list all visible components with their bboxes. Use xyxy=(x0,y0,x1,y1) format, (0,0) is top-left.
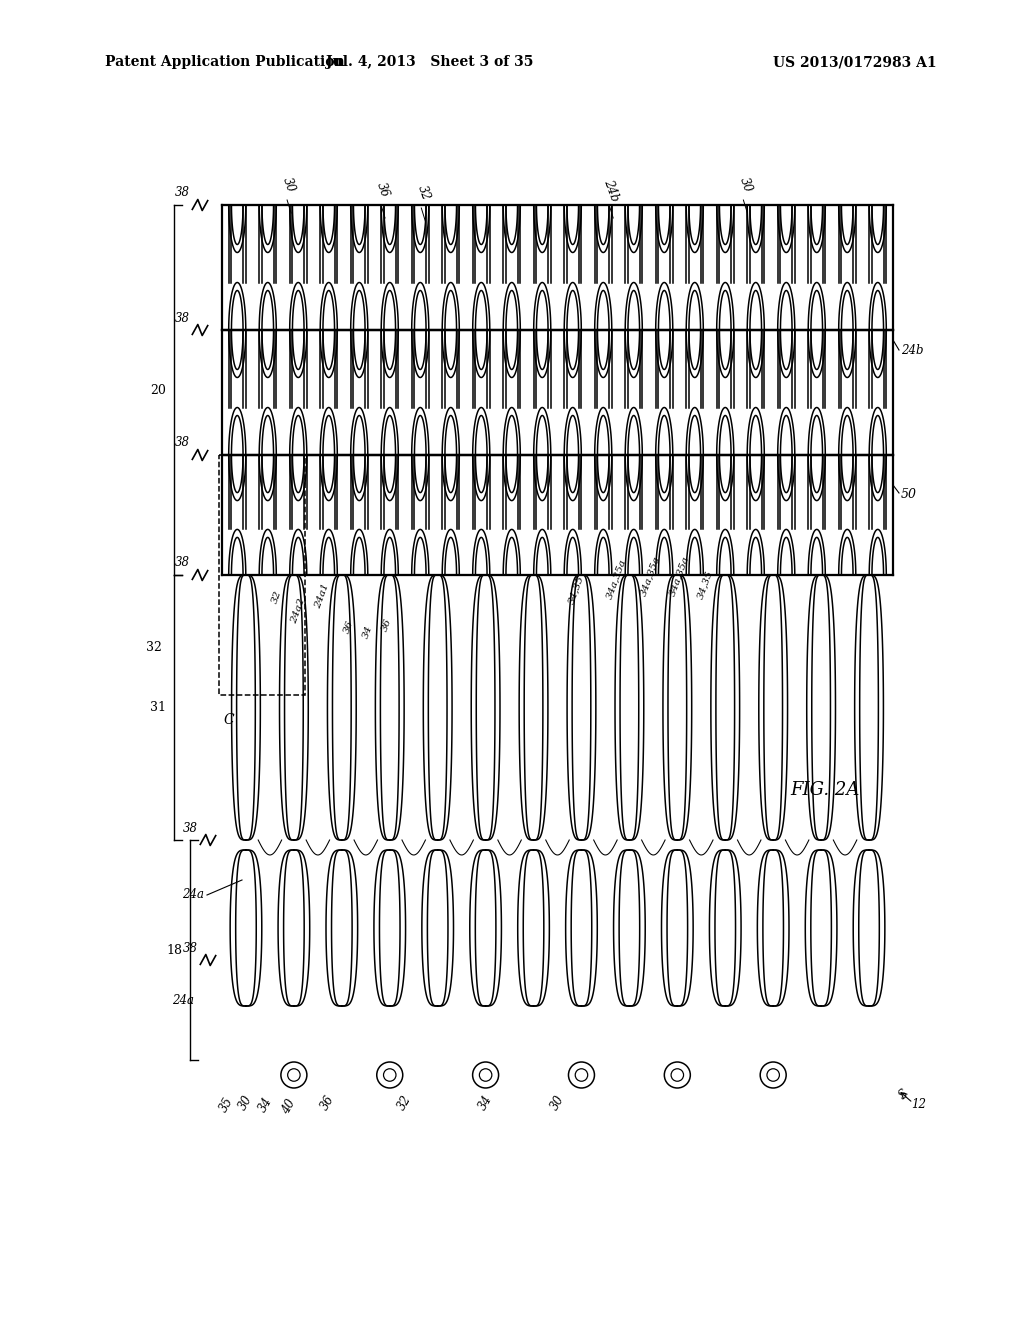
Text: S: S xyxy=(896,1088,910,1102)
Text: 12: 12 xyxy=(911,1098,926,1111)
Text: 38: 38 xyxy=(174,186,189,199)
Text: FIG. 2A: FIG. 2A xyxy=(790,781,859,799)
Text: 20: 20 xyxy=(151,384,166,396)
Text: US 2013/0172983 A1: US 2013/0172983 A1 xyxy=(773,55,937,69)
Text: 24b: 24b xyxy=(601,177,622,203)
Text: Jul. 4, 2013   Sheet 3 of 35: Jul. 4, 2013 Sheet 3 of 35 xyxy=(327,55,534,69)
Text: 34: 34 xyxy=(476,1093,495,1113)
Text: 32: 32 xyxy=(146,642,162,653)
Text: 38: 38 xyxy=(174,437,189,450)
Text: 50: 50 xyxy=(901,488,918,502)
Bar xyxy=(219,455,305,696)
Text: 38: 38 xyxy=(174,312,189,325)
Text: 34a,35a: 34a,35a xyxy=(639,554,662,597)
Text: 34,35: 34,35 xyxy=(696,569,715,601)
Text: 36: 36 xyxy=(380,618,393,634)
Text: 24a: 24a xyxy=(182,888,204,902)
Text: 24a1: 24a1 xyxy=(313,582,331,610)
Text: 30: 30 xyxy=(281,176,298,194)
Text: 38: 38 xyxy=(182,941,198,954)
Text: 35: 35 xyxy=(217,1096,237,1115)
Text: 34a,35a: 34a,35a xyxy=(668,554,690,597)
Text: 24b: 24b xyxy=(901,343,924,356)
Text: 24a: 24a xyxy=(172,994,194,1006)
Text: 34a,35a: 34a,35a xyxy=(605,557,629,601)
Text: 32: 32 xyxy=(394,1093,414,1113)
Text: 34: 34 xyxy=(361,624,374,640)
Text: 30: 30 xyxy=(548,1093,567,1113)
Text: 32: 32 xyxy=(270,590,283,605)
Text: Patent Application Publication: Patent Application Publication xyxy=(105,55,345,69)
Text: 36: 36 xyxy=(318,1093,337,1113)
Text: 31: 31 xyxy=(150,701,166,714)
Text: 38: 38 xyxy=(182,821,198,834)
Text: 40: 40 xyxy=(280,1097,298,1117)
Text: 36: 36 xyxy=(375,181,392,199)
Text: 30: 30 xyxy=(237,1093,255,1113)
Text: 36: 36 xyxy=(342,619,354,635)
Text: 24a2: 24a2 xyxy=(289,598,306,624)
Text: 34: 34 xyxy=(256,1096,274,1115)
Text: 32: 32 xyxy=(415,183,432,202)
Text: 34,35: 34,35 xyxy=(567,574,586,605)
Text: 18: 18 xyxy=(166,944,182,957)
Text: C: C xyxy=(223,713,234,727)
Text: 30: 30 xyxy=(736,176,754,194)
Text: 38: 38 xyxy=(174,557,189,569)
